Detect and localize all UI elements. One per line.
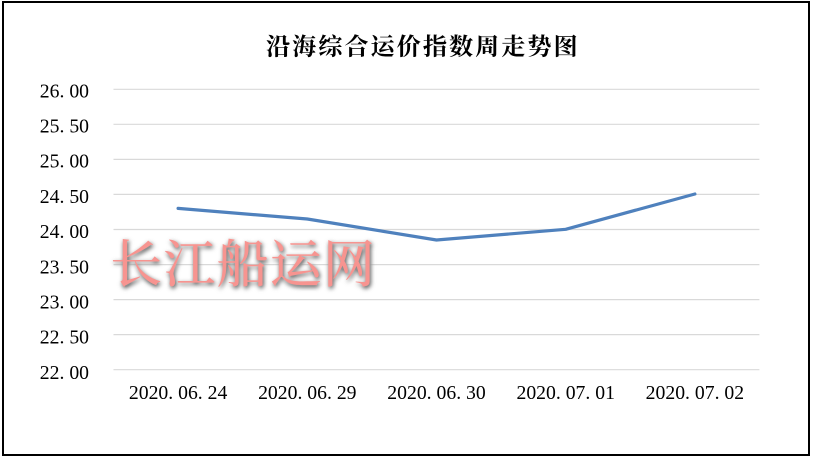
svg-text:2020. 07. 02: 2020. 07. 02 (646, 382, 744, 404)
svg-text:2020. 06. 29: 2020. 06. 29 (258, 382, 357, 404)
svg-text:2020. 06. 24: 2020. 06. 24 (129, 382, 228, 404)
svg-text:24. 00: 24. 00 (40, 221, 89, 243)
svg-text:22. 00: 22. 00 (40, 362, 89, 384)
svg-text:25. 50: 25. 50 (40, 116, 89, 138)
svg-text:25. 00: 25. 00 (40, 151, 89, 173)
svg-text:26. 00: 26. 00 (40, 80, 89, 102)
svg-text:2020. 07. 01: 2020. 07. 01 (516, 382, 614, 404)
svg-text:22. 50: 22. 50 (40, 327, 89, 349)
svg-text:23. 00: 23. 00 (40, 292, 89, 314)
svg-text:2020. 06. 30: 2020. 06. 30 (387, 382, 486, 404)
svg-text:23. 50: 23. 50 (40, 256, 89, 278)
svg-text:24. 50: 24. 50 (40, 186, 89, 208)
